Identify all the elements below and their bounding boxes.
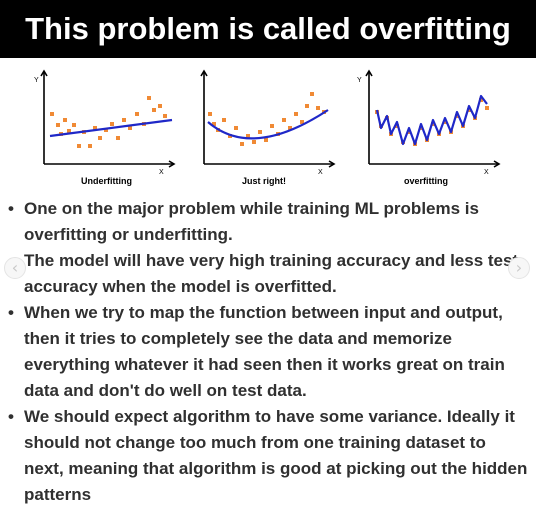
chevron-left-icon: ‹: [12, 258, 18, 277]
overfitting-plot: Y X: [357, 68, 507, 190]
bullet-text: We should expect algorithm to have some …: [24, 407, 527, 504]
next-slide-button[interactable]: ›: [508, 257, 530, 279]
y-axis-label: Y: [34, 77, 39, 84]
overfitting-caption: overfitting: [404, 176, 448, 186]
y-axis-label: Y: [357, 77, 362, 84]
x-axis-label: X: [159, 169, 164, 176]
page-title: This problem is called overfitting: [0, 0, 536, 58]
chevron-right-icon: ›: [516, 258, 522, 277]
x-axis-label: X: [484, 169, 489, 176]
bullet-dot: •: [4, 300, 18, 326]
previous-slide-button[interactable]: ‹: [4, 257, 26, 279]
bullet-item: • When we try to map the function betwee…: [0, 300, 536, 404]
bullet-item: • We should expect algorithm to have som…: [0, 404, 536, 508]
bullet-dot: •: [4, 196, 18, 222]
bullet-list: • One on the major problem while trainin…: [0, 196, 536, 508]
bullet-item: • One on the major problem while trainin…: [0, 196, 536, 248]
bullet-item: • The model will have very high training…: [0, 248, 536, 300]
x-axis-label: X: [318, 169, 323, 176]
bullet-dot: •: [4, 404, 18, 430]
underfitting-caption: Underfitting: [81, 176, 132, 186]
underfitting-plot: Y X: [32, 68, 182, 190]
just-right-plot: X: [192, 68, 342, 190]
just-right-caption: Just right!: [242, 176, 286, 186]
bullet-text: One on the major problem while training …: [24, 199, 479, 244]
bullet-text: The model will have very high training a…: [24, 251, 518, 296]
bullet-text: When we try to map the function between …: [24, 303, 505, 400]
